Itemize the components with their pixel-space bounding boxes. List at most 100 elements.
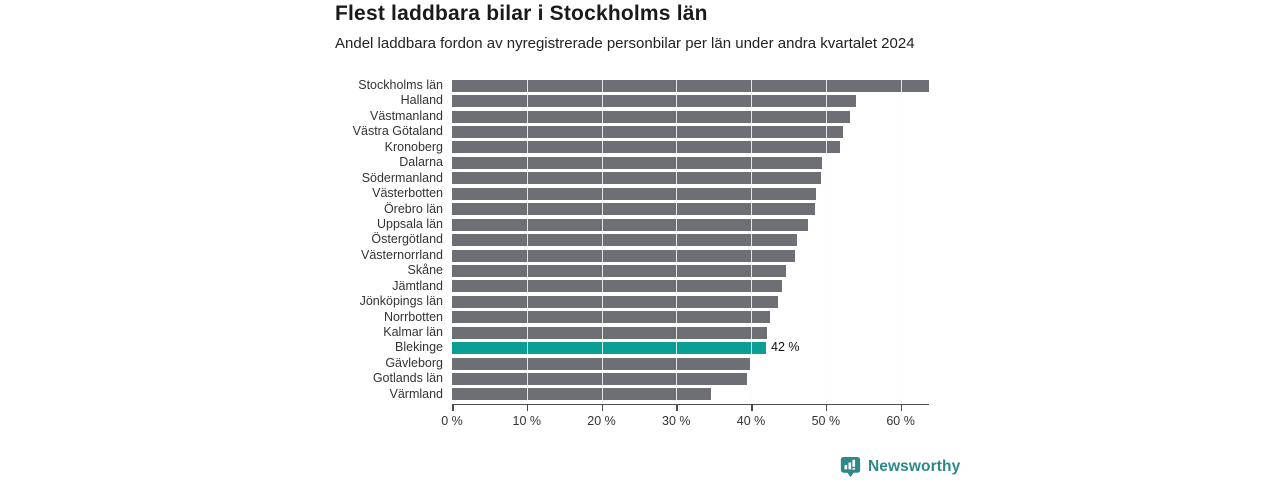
category-label: Uppsala län [376, 216, 443, 231]
bar-track [452, 202, 929, 217]
bar-track [452, 279, 929, 294]
bar-row: Södermanland [0, 171, 929, 186]
bar-row: Norrbotten [0, 310, 929, 325]
x-tick-label: 60 % [886, 414, 915, 428]
value-label: 42 % [771, 340, 800, 355]
category-label: Jönköpings län [359, 294, 443, 309]
axis-tick [676, 405, 678, 411]
bar-track [452, 93, 929, 108]
x-tick-label: 40 % [736, 414, 766, 428]
bar [452, 218, 808, 231]
bar-track [452, 371, 929, 386]
bar [452, 156, 823, 169]
bar-track [452, 294, 929, 309]
bar-row: Västerbotten [0, 186, 929, 201]
bar [452, 79, 929, 92]
category-label: Örebro län [383, 201, 443, 216]
bar-chart: Stockholms län Halland Västmanland Västra G… [0, 78, 929, 402]
category-label: Västmanland [370, 108, 443, 123]
bar [452, 95, 856, 108]
category-label: Kronoberg [384, 139, 443, 154]
bar [452, 280, 783, 293]
bar-track [452, 232, 929, 247]
bar-track [452, 263, 929, 278]
bar-row: Jönköpings län [0, 294, 929, 309]
x-tick-label: 50 % [811, 414, 841, 428]
bar [452, 311, 770, 324]
bar [452, 295, 778, 308]
bar-row: Gotlands län [0, 371, 929, 386]
bar-row: Örebro län [0, 202, 929, 217]
bar-row: Uppsala län [0, 217, 929, 232]
bar-track [452, 78, 929, 93]
bar [452, 141, 841, 154]
category-label: Skåne [407, 263, 443, 278]
bar [452, 203, 815, 216]
newsworthy-logo: Newsworthy [840, 456, 960, 478]
bar-row: Västmanland [0, 109, 929, 124]
bar-track [452, 248, 929, 263]
bar [452, 326, 767, 339]
category-label: Norrbotten [383, 309, 443, 324]
highlight-bar [452, 342, 766, 355]
bar-row: Gävleborg [0, 356, 929, 371]
bar-track [452, 109, 929, 124]
bar-track [452, 124, 929, 139]
bar-track [452, 186, 929, 201]
bar-track [452, 217, 929, 232]
bar-row: Östergötland [0, 232, 929, 247]
bar-row: Västra Götaland [0, 124, 929, 139]
axis-tick [825, 405, 828, 411]
bar-row: Stockholms län [0, 78, 929, 93]
category-label: Södermanland [361, 170, 443, 185]
x-tick-label: 30 % [662, 414, 691, 428]
x-tick-label: 10 % [512, 414, 542, 428]
bar-track [452, 155, 929, 170]
category-label: Kalmar län [383, 325, 443, 339]
bar [452, 264, 787, 277]
bar-row: Västernorrland [0, 248, 929, 263]
bar [452, 249, 796, 262]
category-label: Halland [400, 93, 443, 108]
axis-tick [526, 405, 529, 411]
category-label: Gotlands län [372, 371, 443, 386]
x-tick-label: 20 % [587, 414, 616, 428]
bar-track [452, 356, 929, 371]
bar-track [452, 387, 929, 402]
bar-track [452, 325, 929, 340]
category-label: Östergötland [371, 232, 443, 247]
axis-tick [601, 405, 604, 411]
bar-row: Blekinge 42 % [0, 340, 929, 355]
bar [452, 126, 844, 138]
x-tick-label: 0 % [441, 414, 463, 428]
bar-row: Värmland [0, 387, 929, 402]
bar-row: Kronoberg [0, 140, 929, 155]
category-label: Västerbotten [372, 186, 443, 201]
axis-tick [900, 405, 903, 411]
bar-track [452, 310, 929, 325]
category-label: Västernorrland [361, 247, 443, 262]
bar-track: 42 % [452, 340, 929, 355]
category-label: Blekinge [395, 340, 443, 355]
bar-row: Skåne [0, 263, 929, 278]
bar [452, 357, 750, 370]
bar [452, 110, 850, 123]
category-label: Västra Götaland [352, 124, 443, 139]
x-axis: 0 % 10 % 20 % 30 % 40 % 50 % 60 % [441, 404, 929, 428]
bar-track [452, 171, 929, 186]
bar-track [452, 140, 929, 155]
category-label: Stockholms län [358, 78, 443, 92]
chart-subtitle: Andel laddbara fordon av nyregistrerade … [335, 35, 915, 52]
bar-chart-bubble-icon [840, 456, 861, 478]
category-label: Jämtland [392, 278, 443, 293]
bar [452, 388, 712, 401]
bar [452, 234, 797, 247]
category-label: Gävleborg [385, 355, 443, 370]
bar [452, 373, 747, 385]
axis-tick [452, 405, 454, 411]
axis-tick [751, 405, 753, 411]
chart-title: Flest laddbara bilar i Stockholms län [335, 2, 708, 25]
category-label: Dalarna [399, 155, 443, 170]
category-label: Värmland [389, 386, 444, 401]
bar-row: Halland [0, 93, 929, 108]
